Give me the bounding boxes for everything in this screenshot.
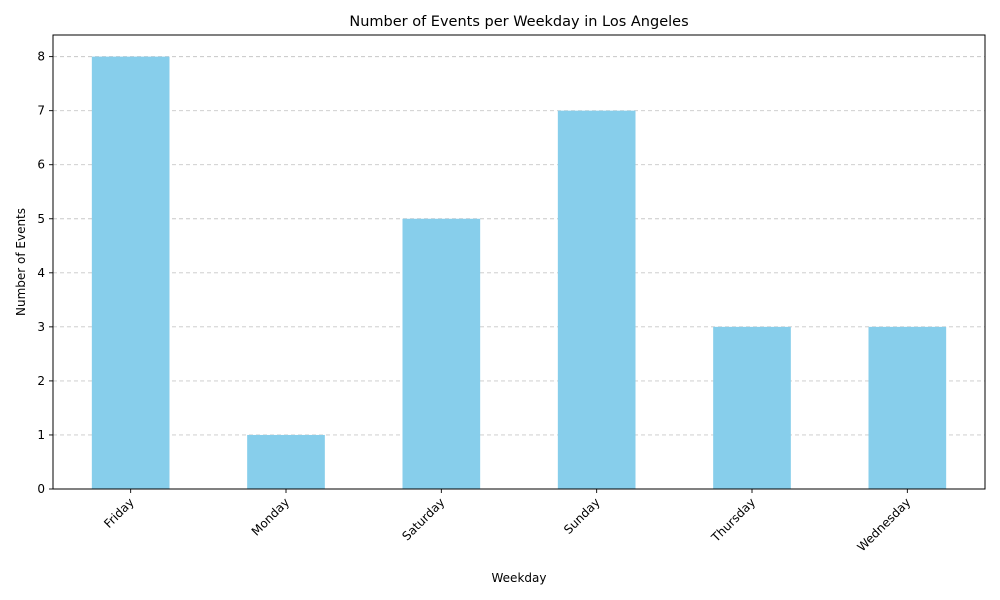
bar-saturday: [402, 218, 481, 489]
x-axis-ticks: Friday Monday Saturday Sunday Thursday Wednes…: [101, 489, 913, 554]
bar-monday: [247, 434, 325, 489]
y-tick-label: 1: [37, 428, 45, 442]
chart-title: Number of Events per Weekday in Los Ange…: [349, 14, 688, 30]
plot-frame: [52, 34, 986, 490]
x-axis-label: Weekday: [492, 571, 547, 585]
y-tick-label: 6: [37, 158, 45, 172]
y-tick-label: 4: [37, 266, 45, 280]
bars: [91, 56, 947, 490]
x-tick-label-sunday: Sunday: [561, 495, 603, 537]
y-tick-label: 5: [37, 212, 45, 226]
bar-friday: [91, 56, 170, 489]
x-tick-label-monday: Monday: [249, 495, 292, 538]
y-tick-label: 2: [37, 374, 45, 388]
x-tick-label-saturday: Saturday: [399, 495, 447, 543]
x-tick-label-wednesday: Wednesday: [854, 495, 913, 554]
bar-thursday: [713, 326, 791, 489]
y-tick-label: 3: [37, 320, 45, 334]
x-tick-label-thursday: Thursday: [708, 495, 758, 545]
bar-wednesday: [868, 326, 947, 489]
grid-lines: [53, 56, 985, 436]
x-tick-label-friday: Friday: [101, 495, 137, 531]
bar-sunday: [557, 110, 636, 490]
y-tick-label: 7: [37, 104, 45, 118]
y-axis-ticks: 0 1 2 3 4 5 6 7 8: [37, 50, 53, 496]
y-tick-label: 8: [37, 50, 45, 64]
y-axis-label: Number of Events: [14, 208, 28, 316]
y-tick-label: 0: [37, 482, 45, 496]
